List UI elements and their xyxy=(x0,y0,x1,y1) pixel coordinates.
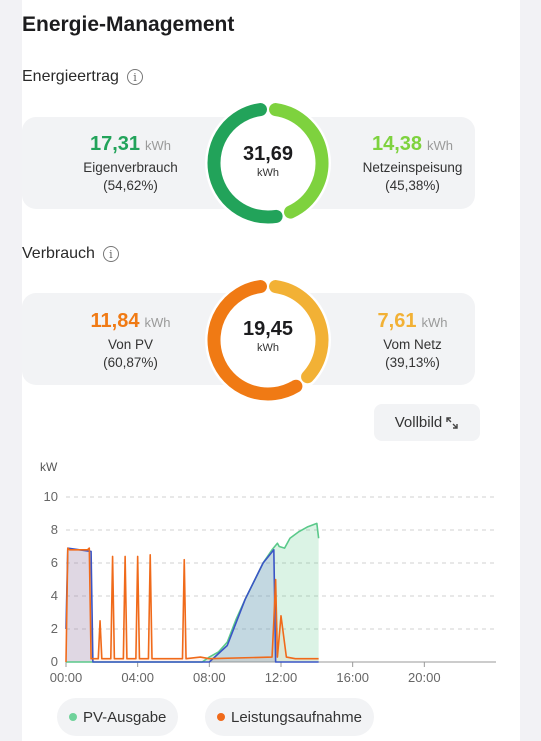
netzeinspeisung-stat: 14,38 kWh Netzeinspeisung (45,38%) xyxy=(340,133,485,193)
eigenverbrauch-label: Eigenverbrauch xyxy=(83,160,178,175)
x-tick-label: 20:00 xyxy=(408,670,441,685)
verbrauch-total-value: 19,45 xyxy=(242,318,294,340)
info-icon[interactable]: i xyxy=(126,69,143,85)
eigenverbrauch-value: 17,31 xyxy=(89,133,141,155)
verbrauch-donut xyxy=(205,277,331,403)
von-pv-label: Von PV xyxy=(107,337,154,352)
eigenverbrauch-percent: (54,62%) xyxy=(103,178,158,193)
vom-netz-value: 7,61 xyxy=(377,310,417,332)
fullscreen-button[interactable]: Vollbild xyxy=(374,404,480,441)
vom-netz-label: Vom Netz xyxy=(383,337,442,352)
fullscreen-label: Vollbild xyxy=(394,414,443,431)
x-tick-label: 00:00 xyxy=(50,670,83,685)
expand-icon xyxy=(446,416,458,429)
power-chart: kW 0 2 4 6 8 10 00:00 04:00 08:00 12:00 16:00 20:00 xyxy=(40,460,496,685)
page-title: Energie-Management xyxy=(22,13,235,36)
legend-label: PV-Ausgabe xyxy=(83,708,167,726)
energieertrag-total-unit: kWh xyxy=(257,167,279,179)
y-tick-label: 8 xyxy=(51,522,58,537)
x-tick-label: 12:00 xyxy=(265,670,298,685)
verbrauch-total: 19,45 kWh xyxy=(218,318,318,354)
donut-segment-left xyxy=(207,280,303,401)
vom-netz-stat: 7,61 kWh Vom Netz (39,13%) xyxy=(340,310,485,370)
energieertrag-donut xyxy=(205,100,331,226)
netzeinspeisung-label: Netzeinspeisung xyxy=(362,160,463,175)
donut-segment-right xyxy=(269,103,329,219)
legend-label: Leistungsaufnahme xyxy=(231,708,362,726)
legend-dot xyxy=(69,713,77,721)
unit-label: kWh xyxy=(145,138,172,153)
netzeinspeisung-value: 14,38 xyxy=(371,133,423,155)
legend-dot xyxy=(217,713,225,721)
x-tick-label: 08:00 xyxy=(193,670,226,685)
eigenverbrauch-stat: 17,31 kWh Eigenverbrauch (54,62%) xyxy=(58,133,203,193)
verbrauch-total-unit: kWh xyxy=(257,342,279,354)
y-tick-label: 10 xyxy=(44,489,58,504)
y-axis-label: kW xyxy=(40,460,58,474)
legend-pv-ausgabe[interactable]: PV-Ausgabe xyxy=(57,698,179,736)
netzeinspeisung-percent: (45,38%) xyxy=(385,178,440,193)
legend-leistungsaufnahme[interactable]: Leistungsaufnahme xyxy=(205,698,374,736)
von-pv-stat: 11,84 kWh Von PV (60,87%) xyxy=(58,310,203,370)
series-line-leistungsaufnahme xyxy=(65,547,319,663)
energieertrag-title: Energieertrag xyxy=(22,68,119,85)
vom-netz-percent: (39,13%) xyxy=(385,355,440,370)
unit-label: kWh xyxy=(421,315,448,330)
y-tick-label: 4 xyxy=(51,588,58,603)
x-tick-label: 04:00 xyxy=(121,670,154,685)
x-tick-label: 16:00 xyxy=(336,670,369,685)
von-pv-value: 11,84 xyxy=(90,310,140,332)
pv-ausgabe-area xyxy=(66,523,319,662)
donut-segment-right xyxy=(269,280,329,384)
donut-segment-left xyxy=(207,103,283,224)
y-tick-label: 0 xyxy=(51,654,58,669)
energieertrag-total: 31,69 kWh xyxy=(218,143,318,179)
y-tick-label: 2 xyxy=(51,621,58,636)
y-tick-label: 6 xyxy=(51,555,58,570)
info-icon[interactable]: i xyxy=(102,246,119,262)
unit-label: kWh xyxy=(144,315,171,330)
energieertrag-total-value: 31,69 xyxy=(242,143,294,165)
unit-label: kWh xyxy=(427,138,454,153)
verbrauch-label: Verbrauch i xyxy=(22,245,119,263)
von-pv-percent: (60,87%) xyxy=(103,355,158,370)
netzbezug-area xyxy=(66,548,319,662)
verbrauch-title: Verbrauch xyxy=(22,245,95,262)
energieertrag-label: Energieertrag i xyxy=(22,68,143,86)
